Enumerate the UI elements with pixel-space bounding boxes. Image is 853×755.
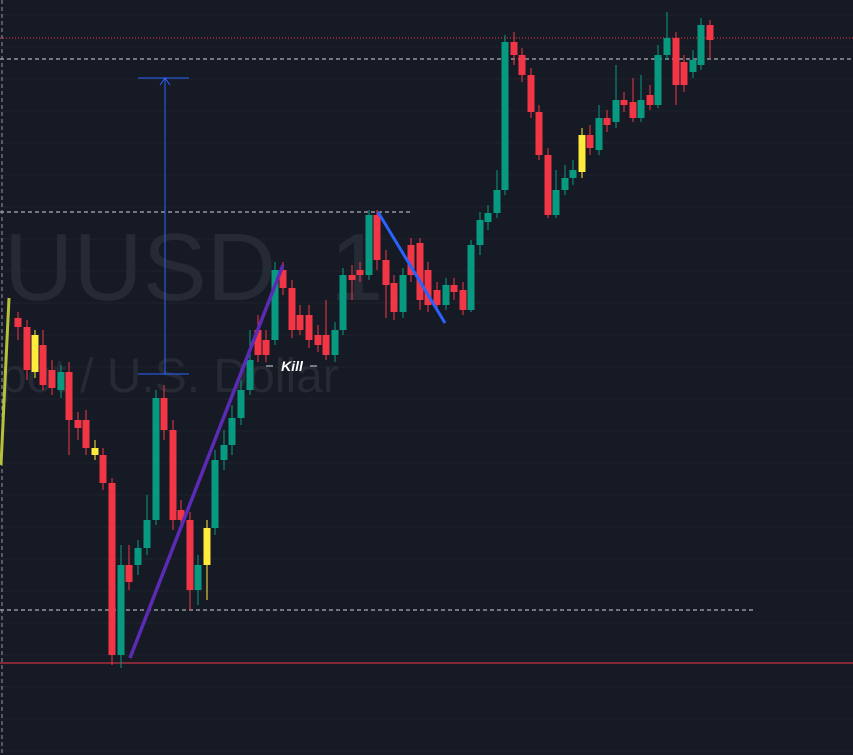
candle-body [595,118,603,150]
candle-body [322,335,330,355]
candle-body [433,290,441,305]
candle-body [586,135,594,148]
candle-body [459,290,467,310]
candle-body [501,42,509,190]
candle-body [552,190,560,215]
candles [14,12,714,668]
candle-body [82,420,90,448]
candle-body [262,340,270,355]
candle-body [194,565,202,590]
candle-body [561,178,569,190]
trend-line [128,264,285,659]
candle-body [510,42,518,55]
watermark-symbol: UUSD [4,214,276,321]
candle-body [569,170,577,178]
candle-body [99,455,107,483]
candle-body [697,25,705,65]
candle-body [117,565,125,655]
measure-arrow [159,77,171,86]
trend-line [0,297,11,466]
candle-body [467,245,475,310]
candle-body [382,260,390,285]
measure-tool [138,77,189,375]
candle-body [203,528,211,565]
candle-body [23,327,31,370]
candle-body [74,420,82,428]
candle-body [271,270,279,340]
candle-body [654,55,662,105]
trend-line [376,211,447,324]
candle-body [254,330,262,355]
candle-body [442,285,450,305]
candle-body [390,283,398,312]
candle-body [339,275,347,330]
candle-body [186,520,194,590]
candle-body [91,448,99,455]
candle-body [177,510,185,520]
candle-body [220,445,228,460]
watermark-description: pot / U.S. Dollar [0,350,339,403]
candle-body [680,62,688,85]
candle-body [612,100,620,122]
candle-body [578,135,586,172]
candle-body [450,285,458,292]
candle-body [348,275,356,280]
candle-body [365,215,373,275]
candle-body [672,38,680,85]
candle-body [356,270,364,275]
candle-body [484,213,492,222]
candle-body [407,245,415,275]
candle-body [237,390,245,418]
candle-body [48,370,56,388]
candle-body [689,60,697,72]
candle-body [314,335,322,345]
candle-body [14,318,22,327]
candle-body [706,25,714,40]
candle-body [169,430,177,520]
candle-body [331,330,339,355]
candle-body [637,100,645,118]
candle-body [399,275,407,312]
annotation: Kill [266,358,317,374]
candle-body [527,75,535,112]
candle-body [620,100,628,105]
candle-body [416,243,424,300]
candle-body [373,215,381,260]
candle-body [31,335,39,372]
annotation-label: Kill [281,358,304,374]
candle-body [424,270,432,305]
candle-body [646,95,654,105]
candle-body [288,288,296,330]
candle-body [228,418,236,445]
candle-body [663,38,671,55]
candle-body [279,270,287,288]
candle-body [476,220,484,245]
candle-body [629,102,637,118]
candle-body [518,55,526,75]
candle-body [544,155,552,215]
candle-body [535,112,543,155]
candle-body [134,548,142,565]
candle-body [160,398,168,430]
candle-body [108,483,116,655]
candle-body [65,372,73,420]
candle-body [603,118,611,125]
candle-body [211,460,219,528]
candle-body [125,565,133,582]
candle-body [39,345,47,385]
candle-body [246,360,254,390]
candle-body [296,315,304,330]
candle-body [143,520,151,548]
candle-body [57,372,65,390]
candle-body [493,190,501,213]
candle-body [152,398,160,520]
candle-body [305,315,313,340]
